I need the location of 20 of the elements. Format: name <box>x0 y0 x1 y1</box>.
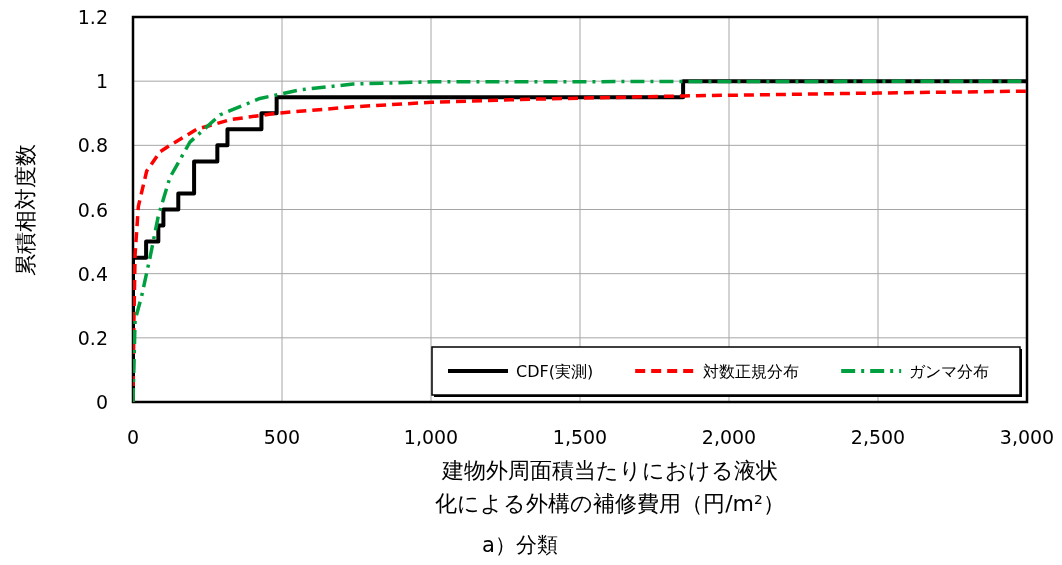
y-tick-label: 0.2 <box>77 326 108 349</box>
x-tick-label: 1,000 <box>403 426 459 448</box>
x-tick-label: 0 <box>126 426 140 448</box>
x-tick-label: 1,500 <box>552 426 608 448</box>
text: a）分類 <box>482 533 558 557</box>
x-tick-label: 3,000 <box>999 426 1055 448</box>
legend-label: CDF(実測) <box>516 362 594 381</box>
y-axis-title: 累積相対度数 <box>13 143 38 276</box>
x-axis-title: 建物外周面積当たりにおける液状化による外構の補修費用（円/m²） <box>434 457 786 518</box>
legend-label: ガンマ分布 <box>909 362 990 381</box>
x-tick-label: 2,500 <box>850 426 906 448</box>
y-tick-label: 0.6 <box>77 198 108 221</box>
y-tick-label: 0.4 <box>77 262 108 285</box>
x-tick-label: 2,000 <box>701 426 757 448</box>
legend-label: 対数正規分布 <box>703 362 800 381</box>
y-tick-label: 0.8 <box>77 134 108 157</box>
y-tick-label: 0 <box>95 391 108 413</box>
x-tick-label: 500 <box>263 426 301 448</box>
y-tick-label: 1.2 <box>77 6 108 28</box>
y-tick-label: 1 <box>95 70 108 93</box>
